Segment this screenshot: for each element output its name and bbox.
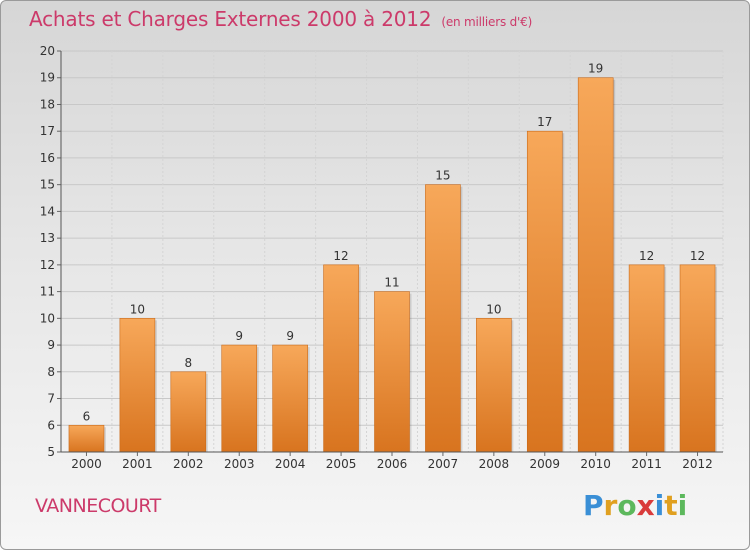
y-tick-label: 10 — [40, 311, 55, 325]
x-tick-label: 2000 — [71, 457, 102, 471]
y-tick-label: 18 — [40, 97, 55, 111]
y-tick-label: 8 — [47, 365, 55, 379]
bar — [221, 344, 258, 453]
x-tick-label: 2003 — [224, 457, 255, 471]
bar — [272, 344, 308, 453]
bar-value-label: 11 — [384, 276, 399, 290]
logo-letter: P — [583, 489, 604, 522]
logo-letter: i — [677, 489, 688, 522]
bar — [577, 77, 614, 453]
y-tick-label: 13 — [40, 231, 55, 245]
bar — [170, 371, 207, 453]
bar-value-label: 19 — [588, 62, 603, 76]
chart-title-text: Achats et Charges Externes 2000 à 2012 — [29, 7, 432, 31]
logo-letter: t — [664, 489, 678, 522]
logo-letter: r — [603, 489, 618, 522]
bar-value-label: 17 — [537, 115, 552, 129]
town-name: VANNECOURT — [35, 495, 161, 517]
bar — [476, 318, 512, 453]
y-tick-label: 6 — [47, 418, 55, 432]
bar-value-label: 9 — [235, 329, 243, 343]
x-tick-label: 2011 — [631, 457, 662, 471]
bar-value-label: 10 — [130, 302, 145, 316]
bar-value-label: 12 — [639, 249, 654, 263]
bar-value-label: 15 — [435, 169, 450, 183]
x-tick-label: 2008 — [479, 457, 510, 471]
x-tick-label: 2006 — [377, 457, 408, 471]
proxiti-logo: Proxiti — [583, 489, 687, 522]
chart-title: Achats et Charges Externes 2000 à 2012 (e… — [29, 7, 532, 31]
axes: 5 6 7 8 9 10 11 12 13 14 15 16 17 18 19 20 2000 2001 2002 2… — [40, 44, 723, 471]
bar-value-label: 8 — [184, 356, 192, 370]
bar — [68, 424, 105, 453]
bars: 6 10 8 9 9 12 11 15 10 17 19 12 12 — [68, 62, 718, 453]
x-tick-label: 2005 — [326, 457, 357, 471]
bar-value-label: 12 — [333, 249, 348, 263]
x-tick-label: 2009 — [529, 457, 560, 471]
bar-value-label: 9 — [286, 329, 294, 343]
x-tick-label: 2010 — [580, 457, 611, 471]
bar — [425, 184, 461, 453]
y-tick-label: 7 — [47, 392, 55, 406]
x-tick-label: 2012 — [682, 457, 713, 471]
bar — [119, 318, 156, 453]
y-tick-label: 19 — [40, 71, 55, 85]
x-tick-label: 2004 — [275, 457, 306, 471]
y-tick-label: 20 — [40, 44, 55, 58]
bar — [526, 130, 563, 453]
y-tick-label: 17 — [40, 124, 55, 138]
bar-value-label: 10 — [486, 302, 501, 316]
y-tick-label: 14 — [40, 204, 55, 218]
bar — [679, 264, 716, 453]
x-tick-label: 2007 — [428, 457, 459, 471]
y-tick-label: 15 — [40, 178, 55, 192]
y-tick-label: 16 — [40, 151, 55, 165]
bar-value-label: 12 — [690, 249, 705, 263]
logo-letter: o — [617, 489, 637, 522]
x-tick-label: 2001 — [122, 457, 153, 471]
bar — [323, 264, 359, 453]
y-tick-label: 12 — [40, 258, 55, 272]
bar — [628, 264, 665, 453]
x-tick-label: 2002 — [173, 457, 204, 471]
bar — [374, 291, 410, 453]
y-tick-label: 5 — [47, 445, 55, 459]
logo-letter: x — [636, 489, 655, 522]
bar-value-label: 6 — [83, 409, 91, 423]
y-tick-label: 11 — [40, 285, 55, 299]
y-tick-label: 9 — [47, 338, 55, 352]
logo-letter: i — [654, 489, 665, 522]
chart-subtitle: (en milliers d'€) — [441, 15, 533, 29]
